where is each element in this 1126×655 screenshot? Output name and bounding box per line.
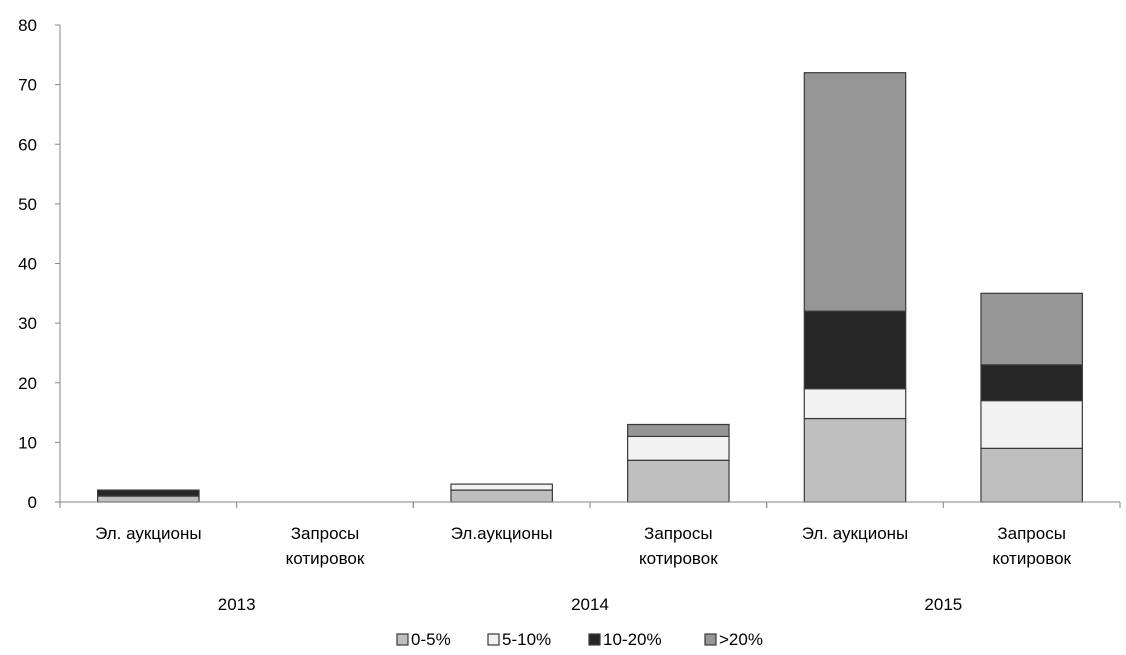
legend-label: 0-5% [411, 630, 451, 649]
legend: 0-5% 5-10% 10-20% >20% [396, 630, 763, 649]
y-tick-label: 10 [18, 433, 37, 452]
bar-segment [980, 447, 1083, 503]
legend-swatch [396, 633, 409, 646]
x-category-label: котировок [992, 549, 1071, 568]
x-category-label: котировок [286, 549, 365, 568]
bar-segment [803, 388, 907, 420]
bar-segment [980, 400, 1083, 449]
bar-segment [97, 489, 200, 497]
y-axis: 0 10 20 30 40 50 60 70 80 [18, 16, 61, 512]
bar-segment [450, 489, 553, 503]
x-category-label: Эл.аукционы [451, 524, 553, 543]
x-category-label: Запросы [644, 524, 713, 543]
x-group-label: 2013 [218, 595, 256, 614]
bars [97, 72, 1083, 503]
y-tick-label: 70 [18, 76, 37, 95]
legend-label: 5-10% [502, 630, 551, 649]
y-tick-label: 20 [18, 374, 37, 393]
legend-label: 10-20% [603, 630, 662, 649]
x-category-label: котировок [639, 549, 718, 568]
legend-label: >20% [719, 630, 763, 649]
bar-segment [980, 292, 1083, 366]
bar-segment [980, 364, 1083, 402]
y-tick-label: 30 [18, 314, 37, 333]
bar-segment [803, 72, 907, 312]
bar-segment [803, 417, 907, 503]
x-category-label: Эл. аукционы [95, 524, 202, 543]
legend-swatch [487, 633, 500, 646]
y-tick-label: 40 [18, 255, 37, 274]
x-group-label: 2014 [571, 595, 609, 614]
bar-segment [450, 483, 553, 491]
x-category-label: Запросы [997, 524, 1066, 543]
x-group-label: 2015 [924, 595, 962, 614]
bar-segment [627, 435, 730, 461]
legend-swatch [588, 633, 601, 646]
y-tick-label: 50 [18, 195, 37, 214]
bar-segment [627, 459, 730, 503]
bar-segment [803, 310, 907, 390]
legend-swatch [704, 633, 717, 646]
y-tick-label: 60 [18, 135, 37, 154]
bar-segment [627, 423, 730, 438]
bar-segment [97, 495, 200, 503]
x-category-label: Эл. аукционы [802, 524, 909, 543]
y-tick-label: 0 [28, 493, 37, 512]
x-category-label: Запросы [291, 524, 360, 543]
y-tick-label: 80 [18, 16, 37, 35]
x-axis: Эл. аукционы Запросы котировок Эл.аукционы З… [59, 501, 1121, 614]
